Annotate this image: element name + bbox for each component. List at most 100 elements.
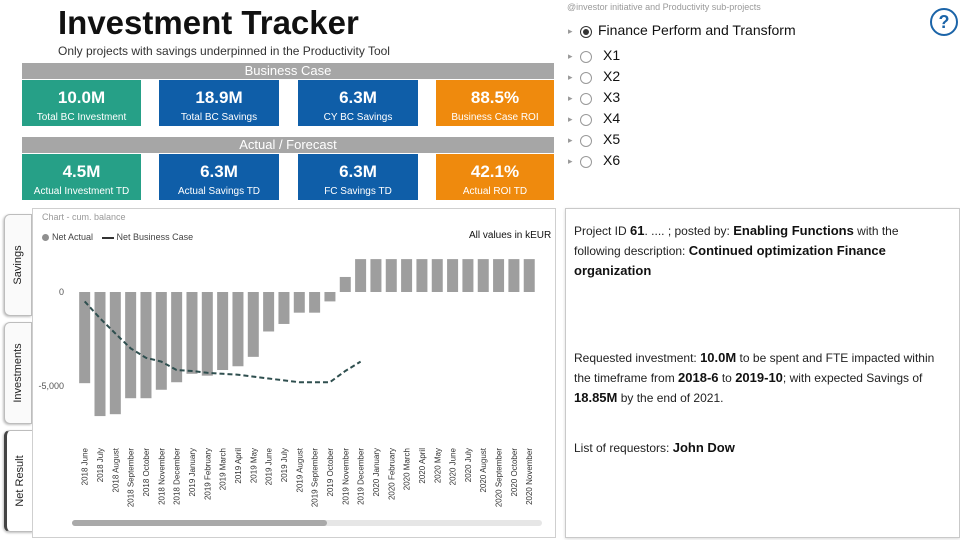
slicer-item-x6[interactable]: ▸ X6 bbox=[568, 152, 648, 174]
x-tick-label: 2020 April bbox=[418, 448, 427, 484]
bar-net-actual[interactable] bbox=[324, 292, 336, 302]
x-tick-label: 2020 June bbox=[449, 447, 458, 485]
bar-net-actual[interactable] bbox=[171, 292, 183, 383]
kpi-value: 6.3M bbox=[200, 162, 238, 181]
project-id: 61 bbox=[630, 223, 645, 238]
radio-icon[interactable] bbox=[580, 51, 592, 63]
chevron-right-icon[interactable]: ▸ bbox=[568, 51, 573, 61]
slicer-item-label: X5 bbox=[603, 131, 621, 147]
chart-units-note: All values in kEUR bbox=[469, 230, 552, 241]
bar-net-actual[interactable] bbox=[309, 292, 321, 313]
bar-net-actual[interactable] bbox=[401, 259, 413, 292]
slicer-item-x3[interactable]: ▸ X3 bbox=[568, 89, 648, 111]
chart-scrollbar-thumb[interactable] bbox=[72, 520, 327, 526]
posted-by: Enabling Functions bbox=[733, 223, 854, 238]
bar-net-actual[interactable] bbox=[523, 259, 535, 292]
requested-investment: 10.0M bbox=[700, 350, 737, 365]
bar-net-actual[interactable] bbox=[263, 292, 275, 332]
bar-net-actual[interactable] bbox=[385, 259, 397, 292]
x-tick-label: 2018 July bbox=[96, 448, 105, 482]
bar-net-actual[interactable] bbox=[94, 292, 106, 417]
slicer-item-x1[interactable]: ▸ X1 bbox=[568, 47, 648, 69]
timeframe-start: 2018-6 bbox=[678, 370, 719, 385]
kpi-label: Total BC Savings bbox=[180, 112, 258, 123]
x-tick-label: 2019 May bbox=[249, 448, 258, 483]
kpi-label: Actual Investment TD bbox=[33, 186, 130, 197]
line-net-business-case bbox=[83, 300, 362, 384]
radio-icon[interactable] bbox=[580, 156, 592, 168]
page-title: Investment Tracker bbox=[58, 4, 359, 41]
x-tick-label: 2019 November bbox=[341, 448, 350, 505]
kpi-value: 88.5% bbox=[470, 88, 520, 107]
radio-icon[interactable] bbox=[580, 72, 592, 84]
x-tick-label: 2018 August bbox=[111, 447, 120, 492]
bar-net-actual[interactable] bbox=[355, 259, 367, 292]
help-icon[interactable]: ? bbox=[930, 8, 958, 36]
bar-net-actual[interactable] bbox=[416, 259, 428, 292]
bar-net-actual[interactable] bbox=[477, 259, 489, 292]
tab-net-result[interactable]: Net Result bbox=[4, 430, 34, 532]
bar-net-actual[interactable] bbox=[247, 292, 259, 357]
bar-net-actual[interactable] bbox=[431, 259, 443, 292]
y-tick-label: -5,000 bbox=[38, 381, 64, 391]
bar-net-actual[interactable] bbox=[447, 259, 459, 292]
slicer-item-x4[interactable]: ▸ X4 bbox=[568, 110, 648, 132]
bar-net-actual[interactable] bbox=[201, 292, 213, 376]
bar-net-actual[interactable] bbox=[155, 292, 167, 390]
kpi-value: 10.0M bbox=[57, 88, 106, 107]
bar-net-actual[interactable] bbox=[462, 259, 474, 292]
chevron-right-icon[interactable]: ▸ bbox=[568, 114, 573, 124]
project-detail-panel: Project ID 61. .... ; posted by: Enablin… bbox=[565, 208, 960, 538]
summary-text: Requested investment: bbox=[574, 351, 701, 365]
slicer-item-x5[interactable]: ▸ X5 bbox=[568, 131, 648, 153]
slicer-item-finance[interactable]: ▸ Finance Perform and Transform bbox=[568, 22, 818, 44]
bar-net-actual[interactable] bbox=[232, 292, 244, 367]
chevron-right-icon[interactable]: ▸ bbox=[568, 72, 573, 82]
summary-text: . .... ; posted by: bbox=[644, 224, 734, 238]
radio-icon[interactable] bbox=[580, 93, 592, 105]
project-description: Continued optimization Finance organizat… bbox=[574, 243, 886, 278]
bar-net-actual[interactable] bbox=[186, 292, 198, 374]
bar-net-actual[interactable] bbox=[109, 292, 121, 415]
chevron-right-icon[interactable]: ▸ bbox=[568, 135, 573, 145]
requestors-summary: List of requestors: John Dow bbox=[574, 438, 944, 458]
bar-net-actual[interactable] bbox=[370, 259, 382, 292]
actual-forecast-header: Actual / Forecast bbox=[22, 137, 554, 153]
bar-net-actual[interactable] bbox=[293, 292, 305, 313]
chevron-right-icon[interactable]: ▸ bbox=[568, 93, 573, 103]
bar-net-actual[interactable] bbox=[79, 292, 91, 384]
x-tick-label: 2018 October bbox=[142, 448, 151, 497]
slicer-item-label: X4 bbox=[603, 110, 621, 126]
slicer-header: @investor initiative and Productivity su… bbox=[567, 2, 761, 12]
x-tick-label: 2020 May bbox=[433, 448, 442, 483]
chevron-right-icon[interactable]: ▸ bbox=[568, 26, 573, 36]
bar-net-actual[interactable] bbox=[140, 292, 152, 399]
bar-net-actual[interactable] bbox=[125, 292, 137, 399]
business-case-header: Business Case bbox=[22, 63, 554, 79]
bar-net-actual[interactable] bbox=[493, 259, 505, 292]
x-tick-label: 2018 September bbox=[127, 448, 136, 507]
kpi-cy-bc-savings: 6.3M CY BC Savings bbox=[298, 80, 418, 126]
radio-selected-icon[interactable] bbox=[580, 26, 592, 38]
summary-text: Project ID bbox=[574, 224, 631, 238]
slicer-item-label: X3 bbox=[603, 89, 621, 105]
bar-net-actual[interactable] bbox=[339, 276, 351, 292]
project-summary: Project ID 61. .... ; posted by: Enablin… bbox=[574, 221, 944, 281]
slicer-item-x2[interactable]: ▸ X2 bbox=[568, 68, 648, 90]
x-tick-label: 2019 July bbox=[280, 448, 289, 482]
kpi-label: Total BC Investment bbox=[36, 112, 127, 123]
summary-text: to bbox=[718, 371, 736, 385]
expected-savings: 18.85M bbox=[574, 390, 618, 405]
kpi-actual-roi-td: 42.1% Actual ROI TD bbox=[436, 154, 554, 200]
tab-savings[interactable]: Savings bbox=[4, 214, 32, 316]
radio-icon[interactable] bbox=[580, 114, 592, 126]
legend-actual-marker bbox=[42, 234, 49, 242]
bar-net-actual[interactable] bbox=[278, 292, 290, 324]
bar-net-actual[interactable] bbox=[217, 292, 229, 371]
x-tick-label: 2020 March bbox=[403, 448, 412, 490]
radio-icon[interactable] bbox=[580, 135, 592, 147]
chevron-right-icon[interactable]: ▸ bbox=[568, 156, 573, 166]
kpi-value: 18.9M bbox=[195, 88, 243, 107]
bar-net-actual[interactable] bbox=[508, 259, 520, 292]
tab-investments[interactable]: Investments bbox=[4, 322, 32, 424]
